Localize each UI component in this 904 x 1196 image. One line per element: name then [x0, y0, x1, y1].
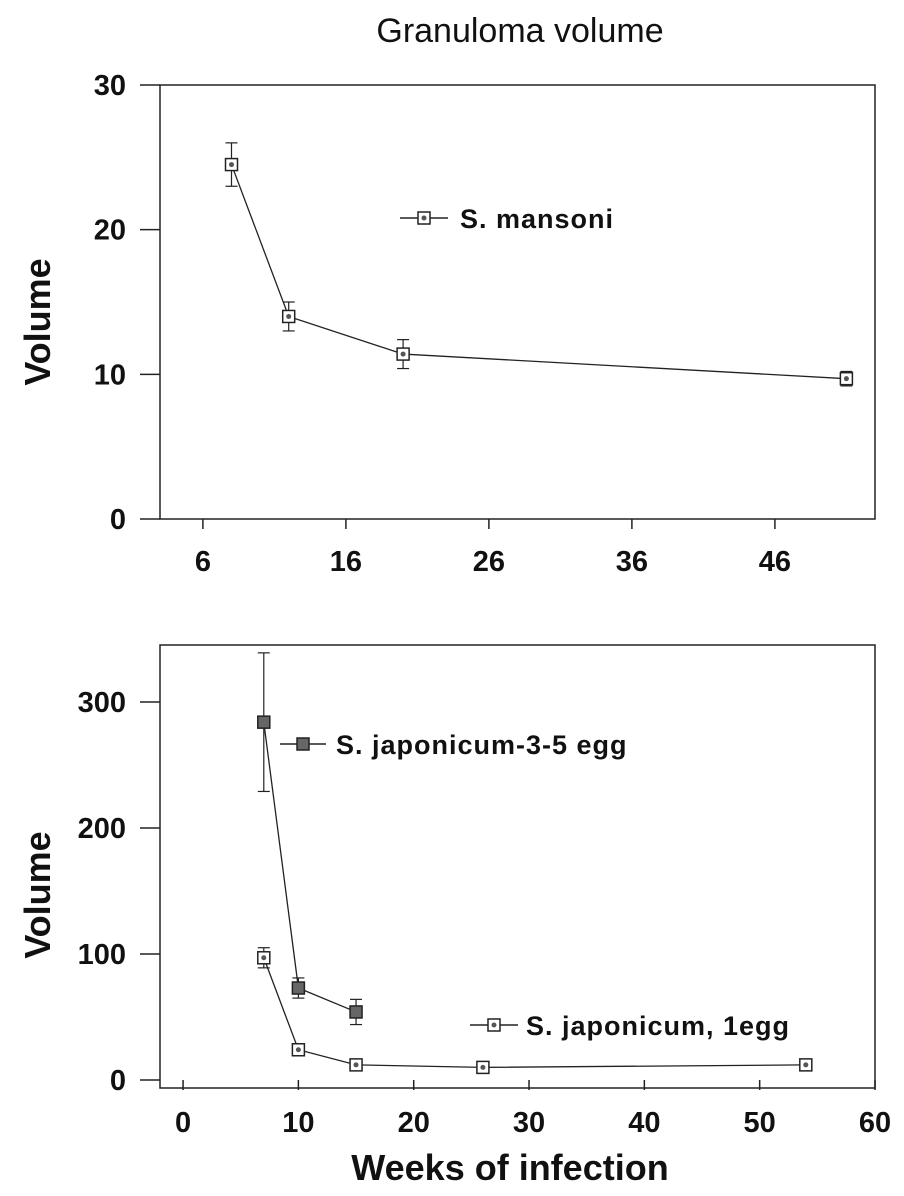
y-axis-ticks: 0 100 200 300 [78, 687, 160, 1097]
data-point-dot [261, 955, 267, 961]
data-point-dot [286, 313, 292, 319]
y-tick-label: 100 [78, 939, 126, 971]
y-tick-label: 20 [94, 215, 126, 247]
plot-frame [159, 644, 876, 1089]
legend-label-japonicum-3-5-egg: S. japonicum-3-5 egg [336, 730, 628, 760]
y-axis-label: Volume [17, 258, 58, 385]
x-tick-label: 6 [195, 546, 211, 578]
series-layer [257, 652, 813, 1075]
legend-marker [296, 737, 310, 751]
y-axis-ticks: 0 10 20 30 [94, 70, 160, 536]
y-tick-label: 200 [78, 813, 126, 845]
chart-s-japonicum: Volume Weeks of infection 0 100 200 300 0 10… [17, 644, 891, 1188]
x-tick-label: 46 [759, 546, 791, 578]
series-line [230, 164, 847, 380]
legend-japonicum-3-5-egg: S. japonicum-3-5 egg [280, 730, 628, 760]
legend-label-s-mansoni: S. mansoni [460, 204, 614, 234]
x-tick-label: 30 [513, 1107, 545, 1139]
x-tick-label: 20 [398, 1107, 430, 1139]
data-point-dot [843, 376, 849, 382]
plot-frame [159, 84, 876, 520]
data-point [257, 715, 271, 729]
x-tick-label: 36 [616, 546, 648, 578]
data-point-dot [400, 351, 406, 357]
data-point-dot [295, 1047, 301, 1053]
x-axis-ticks: 0 10 20 30 40 50 60 [175, 1080, 891, 1139]
data-point [349, 1005, 363, 1019]
y-tick-label: 0 [110, 504, 126, 536]
y-axis-label: Volume [17, 831, 58, 958]
data-point-dot [353, 1062, 359, 1068]
x-tick-label: 26 [473, 546, 505, 578]
x-tick-label: 16 [330, 546, 362, 578]
x-tick-label: 40 [628, 1107, 660, 1139]
legend: S. mansoni [400, 204, 614, 234]
y-tick-label: 10 [94, 359, 126, 391]
data-point-dot [480, 1064, 486, 1070]
chart-s-mansoni: Granuloma volume Volume 0 10 20 30 6 16 26 36 4… [17, 12, 876, 578]
data-point-dot [229, 162, 234, 168]
chart-title: Granuloma volume [376, 12, 663, 50]
x-tick-label: 10 [282, 1107, 314, 1139]
x-axis-label: Weeks of infection [351, 1147, 668, 1188]
y-tick-label: 300 [78, 687, 126, 719]
y-tick-label: 30 [94, 70, 126, 102]
data-point [291, 981, 306, 995]
legend-marker-dot [421, 215, 427, 221]
x-tick-label: 50 [744, 1107, 776, 1139]
series-line [263, 722, 357, 1013]
x-tick-label: 0 [175, 1107, 191, 1139]
series-layer [224, 142, 854, 387]
x-tick-label: 60 [859, 1107, 891, 1139]
legend-japonicum-1egg: S. japonicum, 1egg [470, 1011, 790, 1041]
legend-label-japonicum-1egg: S. japonicum, 1egg [526, 1011, 790, 1041]
x-axis-ticks: 6 16 26 36 46 [195, 519, 791, 578]
y-tick-label: 0 [110, 1065, 126, 1097]
legend-marker-dot [491, 1022, 497, 1028]
data-point-dot [803, 1062, 809, 1068]
